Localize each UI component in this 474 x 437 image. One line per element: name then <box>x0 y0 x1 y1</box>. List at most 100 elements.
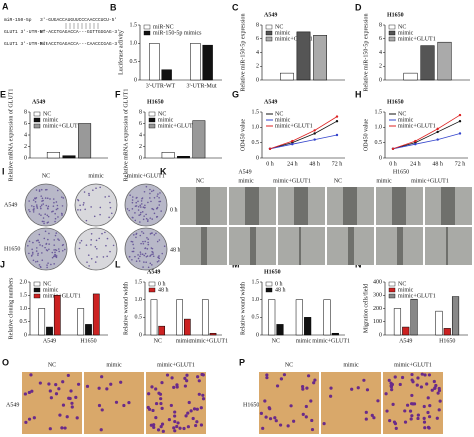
chart-title: H1650 <box>387 99 404 105</box>
legend-label: mimic <box>43 117 59 123</box>
x-tick-label: 48 h <box>432 161 443 167</box>
colony <box>85 244 88 246</box>
panel-label: C <box>232 2 239 12</box>
colony <box>42 217 45 219</box>
colony <box>46 249 49 252</box>
bar <box>276 324 284 336</box>
colony <box>131 250 134 253</box>
colony <box>47 205 50 208</box>
colony <box>52 205 55 207</box>
y-axis-label: Relative mRNA expression of GLUT1 <box>7 89 14 182</box>
legend-swatch <box>33 293 41 299</box>
y-tick-label: 1.0 <box>252 297 260 303</box>
bar <box>313 35 327 81</box>
cell <box>416 413 420 417</box>
cell <box>423 426 427 430</box>
cell <box>365 388 370 392</box>
cell <box>60 426 64 430</box>
colony <box>126 208 129 210</box>
cell <box>322 421 326 426</box>
colony <box>85 219 88 222</box>
y-tick-label: 6 <box>139 121 142 127</box>
cell <box>105 387 109 391</box>
x-tick-label: mimic <box>176 338 192 344</box>
colony <box>152 208 155 211</box>
cell <box>274 419 278 423</box>
y-tick-label: 6 <box>24 121 27 127</box>
colony <box>143 254 146 257</box>
cell <box>403 409 407 413</box>
chart-title: H1650 <box>147 99 164 105</box>
colony <box>41 259 44 261</box>
colony <box>49 198 51 200</box>
colony <box>56 204 59 207</box>
colony <box>48 248 50 251</box>
x-tick-label: 72 h <box>332 161 343 167</box>
cell <box>192 407 197 411</box>
legend-label: mimic <box>398 287 414 293</box>
cell <box>292 419 296 423</box>
cell <box>422 420 427 424</box>
wound-gap <box>201 227 207 265</box>
x-tick-label: 3'-UTR-Mut <box>186 83 216 89</box>
colony <box>135 260 138 263</box>
legend-label: mimic <box>275 117 291 123</box>
cell <box>152 425 156 430</box>
cell <box>160 381 164 385</box>
colony <box>156 195 159 197</box>
colony <box>34 201 37 203</box>
colony <box>142 266 144 268</box>
colony <box>158 239 161 241</box>
cell <box>156 428 161 432</box>
y-tick-label: 2 <box>379 64 382 70</box>
colony <box>77 209 79 211</box>
colony <box>32 253 34 255</box>
colony <box>95 239 98 242</box>
wound-gap <box>397 227 403 265</box>
cell <box>201 397 206 401</box>
cell <box>312 381 316 385</box>
column-label: mimic+GLUT1 <box>127 173 165 179</box>
colony <box>155 232 157 235</box>
point <box>458 132 462 135</box>
colony <box>38 189 41 191</box>
line <box>269 120 338 150</box>
colony <box>57 238 59 240</box>
colony <box>137 254 139 256</box>
y-axis-label: Relative miR-150-5p expression <box>240 14 246 92</box>
colony <box>147 241 149 244</box>
cell <box>437 386 441 391</box>
bar <box>38 308 46 336</box>
colony <box>90 239 93 241</box>
wound-gap <box>294 187 308 225</box>
cell <box>119 380 123 384</box>
colony <box>109 201 111 204</box>
cell <box>310 427 315 432</box>
colony <box>28 209 30 211</box>
cell <box>27 390 31 395</box>
wound-image <box>425 227 472 265</box>
colony <box>101 232 103 235</box>
cell <box>409 417 413 421</box>
cell <box>159 401 163 406</box>
column-label: mimic+GLUT1 <box>157 362 195 368</box>
point <box>436 127 439 131</box>
legend-label: mimic <box>158 117 174 123</box>
colony <box>149 255 151 257</box>
cell <box>157 391 161 395</box>
chart-title: H1650 <box>264 269 281 275</box>
colony <box>158 204 161 206</box>
legend-swatch <box>33 287 41 293</box>
colony <box>99 206 102 209</box>
cell <box>416 376 420 380</box>
colony <box>128 209 131 212</box>
cell <box>189 409 193 413</box>
cell <box>313 378 317 382</box>
legend-swatch <box>148 281 156 287</box>
colony <box>30 255 33 257</box>
colony <box>132 250 135 253</box>
colony <box>46 197 49 199</box>
colony <box>135 201 138 204</box>
legend-swatch <box>265 287 273 293</box>
cell <box>178 426 182 430</box>
